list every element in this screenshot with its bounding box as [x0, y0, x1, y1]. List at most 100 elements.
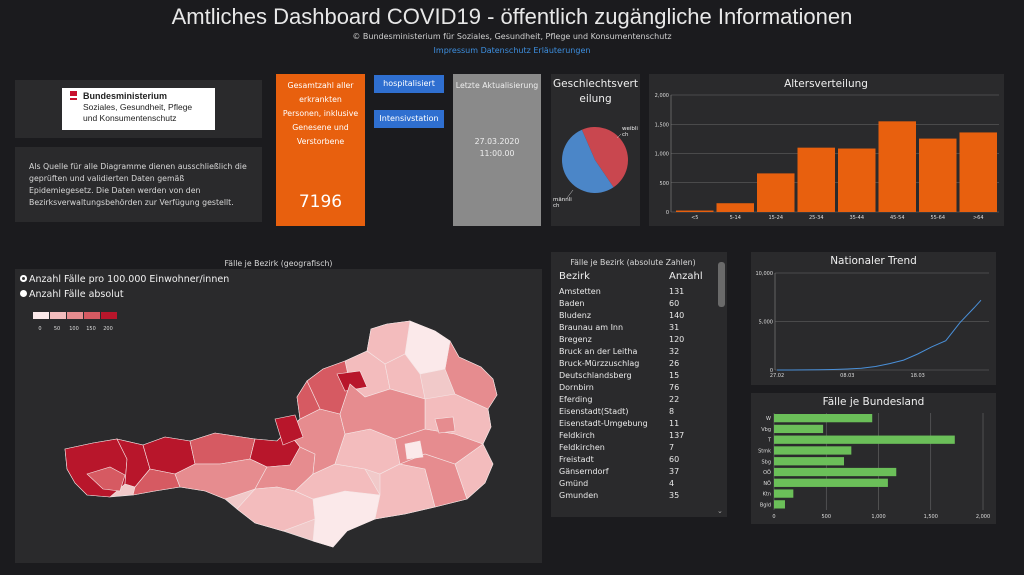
age-bar[interactable]	[838, 148, 876, 212]
map-title: Fälle je Bezirk (geografisch)	[224, 259, 333, 268]
bundesland-xtick: 1,500	[924, 514, 938, 520]
district-row[interactable]: Freistadt 60	[559, 454, 711, 466]
district-region[interactable]	[296, 380, 321, 420]
district-name: Eisenstadt-Umgebung	[559, 419, 648, 428]
bundesland-bar[interactable]	[774, 446, 852, 455]
gender-chart-panel: Geschlechtsvert eilung weibli ch männli ch	[551, 74, 640, 226]
trend-line[interactable]	[777, 299, 982, 371]
district-region[interactable]	[384, 353, 426, 400]
radio-icon[interactable]	[20, 290, 27, 297]
age-bar[interactable]	[676, 210, 714, 212]
district-name: Gmunden	[559, 491, 599, 500]
district-row[interactable]: Deutschlandsberg 15	[559, 370, 711, 382]
radio-selected-icon[interactable]	[20, 275, 27, 282]
district-row[interactable]: Gmünd 4	[559, 478, 711, 490]
trend-xtick: 08.03	[840, 373, 854, 379]
bundesland-bar[interactable]	[774, 500, 785, 509]
age-ytick: 1,500	[655, 122, 669, 128]
district-region[interactable]	[189, 432, 256, 465]
trend-ytick: 0	[770, 368, 773, 374]
district-list-scrollbar[interactable]: ⌄	[715, 252, 727, 517]
district-count: 8	[669, 407, 675, 416]
age-bar[interactable]	[959, 132, 998, 212]
district-row[interactable]: Eferding 22	[559, 394, 711, 406]
bundesland-bar[interactable]	[774, 489, 794, 498]
district-name: Feldkirch	[559, 431, 595, 440]
bundesland-bar[interactable]	[774, 435, 955, 444]
district-map-panel: Anzahl Fälle pro 100.000 Einwohner/innen…	[15, 269, 542, 563]
col-anzahl: Anzahl	[669, 271, 703, 282]
austria-choropleth-map[interactable]: 0 50 100 150 200	[15, 269, 542, 563]
district-count: 7	[669, 443, 675, 452]
option-absolute[interactable]: Anzahl Fälle absolut	[20, 289, 124, 300]
district-name: Bludenz	[559, 311, 592, 320]
bundesland-bar[interactable]	[774, 467, 897, 477]
gender-pie-chart: weibli ch männli ch	[553, 126, 638, 209]
district-region[interactable]	[174, 458, 268, 500]
district-row[interactable]: Feldkirch 137	[559, 430, 711, 442]
bundesland-label: Sbg	[761, 459, 771, 465]
bundesland-xtick: 500	[821, 514, 831, 520]
age-bar[interactable]	[716, 203, 755, 212]
district-row[interactable]: Bruck-Mürzzuschlag 26	[559, 358, 711, 370]
bundesland-bar[interactable]	[774, 414, 873, 423]
district-row[interactable]: Dornbirn 76	[559, 382, 711, 394]
map-legend-swatch	[67, 312, 83, 319]
option-per-100k[interactable]: Anzahl Fälle pro 100.000 Einwohner/innen	[20, 274, 229, 285]
link-erlaeuterungen[interactable]: Erläuterungen	[533, 46, 591, 55]
pie-slice-weiblich[interactable]	[581, 127, 628, 188]
district-region[interactable]	[404, 440, 424, 460]
bundesland-label: OÖ	[763, 469, 771, 476]
pie-slice-männlich[interactable]	[562, 129, 614, 193]
scrollbar-thumb[interactable]	[718, 262, 725, 307]
district-count: 32	[669, 347, 680, 356]
district-region[interactable]	[444, 340, 498, 410]
trend-chart-panel: Nationaler Trend 0 5,000 10,000 27.02 08.03 1…	[751, 252, 996, 385]
last-update-time: 11:00.00	[479, 149, 515, 158]
district-row[interactable]: Feldkirchen 7	[559, 442, 711, 454]
district-name: Feldkirchen	[559, 443, 605, 452]
link-datenschutz[interactable]: Datenschutz	[480, 46, 531, 55]
bundesland-chart-panel: Fälle je Bundesland 0 500 1,000 1,500 2,000 W…	[751, 393, 996, 524]
age-xtick: 15-24	[768, 215, 783, 221]
district-row[interactable]: Eisenstadt(Stadt) 8	[559, 406, 711, 418]
district-count: 76	[669, 383, 680, 392]
icu-button[interactable]: Intensivstation	[374, 110, 444, 128]
district-row[interactable]: Gmunden 35	[559, 490, 711, 502]
scroll-down-icon[interactable]: ⌄	[717, 507, 723, 515]
page-title: Amtliches Dashboard COVID19 - öffentlich…	[171, 4, 853, 29]
bundesland-label: Ktn	[763, 492, 771, 498]
district-list-title: Fälle je Bezirk (absolute Zahlen)	[570, 258, 696, 267]
district-region[interactable]	[434, 416, 456, 434]
district-region[interactable]	[339, 383, 426, 440]
link-impressum[interactable]: Impressum	[433, 46, 479, 55]
bundesland-bar[interactable]	[774, 424, 824, 434]
trend-line-chart: 0 5,000 10,000 27.02 08.03 18.03	[756, 271, 989, 379]
district-row[interactable]: Amstetten 131	[559, 286, 711, 298]
district-region[interactable]	[274, 414, 304, 446]
district-region[interactable]	[86, 466, 126, 492]
district-region[interactable]	[336, 370, 368, 392]
district-row[interactable]: Braunau am Inn 31	[559, 322, 711, 334]
copyright-note: © Bundesministerium für Soziales, Gesund…	[352, 32, 672, 41]
age-xtick: 5-14	[730, 215, 741, 221]
col-bezirk: Bezirk	[559, 271, 590, 282]
age-bar[interactable]	[797, 147, 836, 212]
district-region[interactable]	[312, 490, 381, 548]
district-count: 140	[669, 311, 685, 320]
hospitalized-button[interactable]: hospitalisiert	[374, 75, 444, 93]
district-count: 60	[669, 455, 680, 464]
bundesland-bar[interactable]	[774, 478, 888, 487]
age-bar[interactable]	[878, 121, 917, 212]
age-bar[interactable]	[919, 138, 957, 212]
district-row[interactable]: Bludenz 140	[559, 310, 711, 322]
district-row[interactable]: Bruck an der Leitha 32	[559, 346, 711, 358]
district-row[interactable]: Baden 60	[559, 298, 711, 310]
district-row[interactable]: Gänserndorf 37	[559, 466, 711, 478]
district-row[interactable]: Bregenz 120	[559, 334, 711, 346]
district-row[interactable]: Eisenstadt-Umgebung 11	[559, 418, 711, 430]
bundesland-bar[interactable]	[774, 457, 845, 466]
district-count: 15	[669, 371, 680, 380]
district-count: 35	[669, 491, 680, 500]
age-bar[interactable]	[757, 173, 795, 212]
